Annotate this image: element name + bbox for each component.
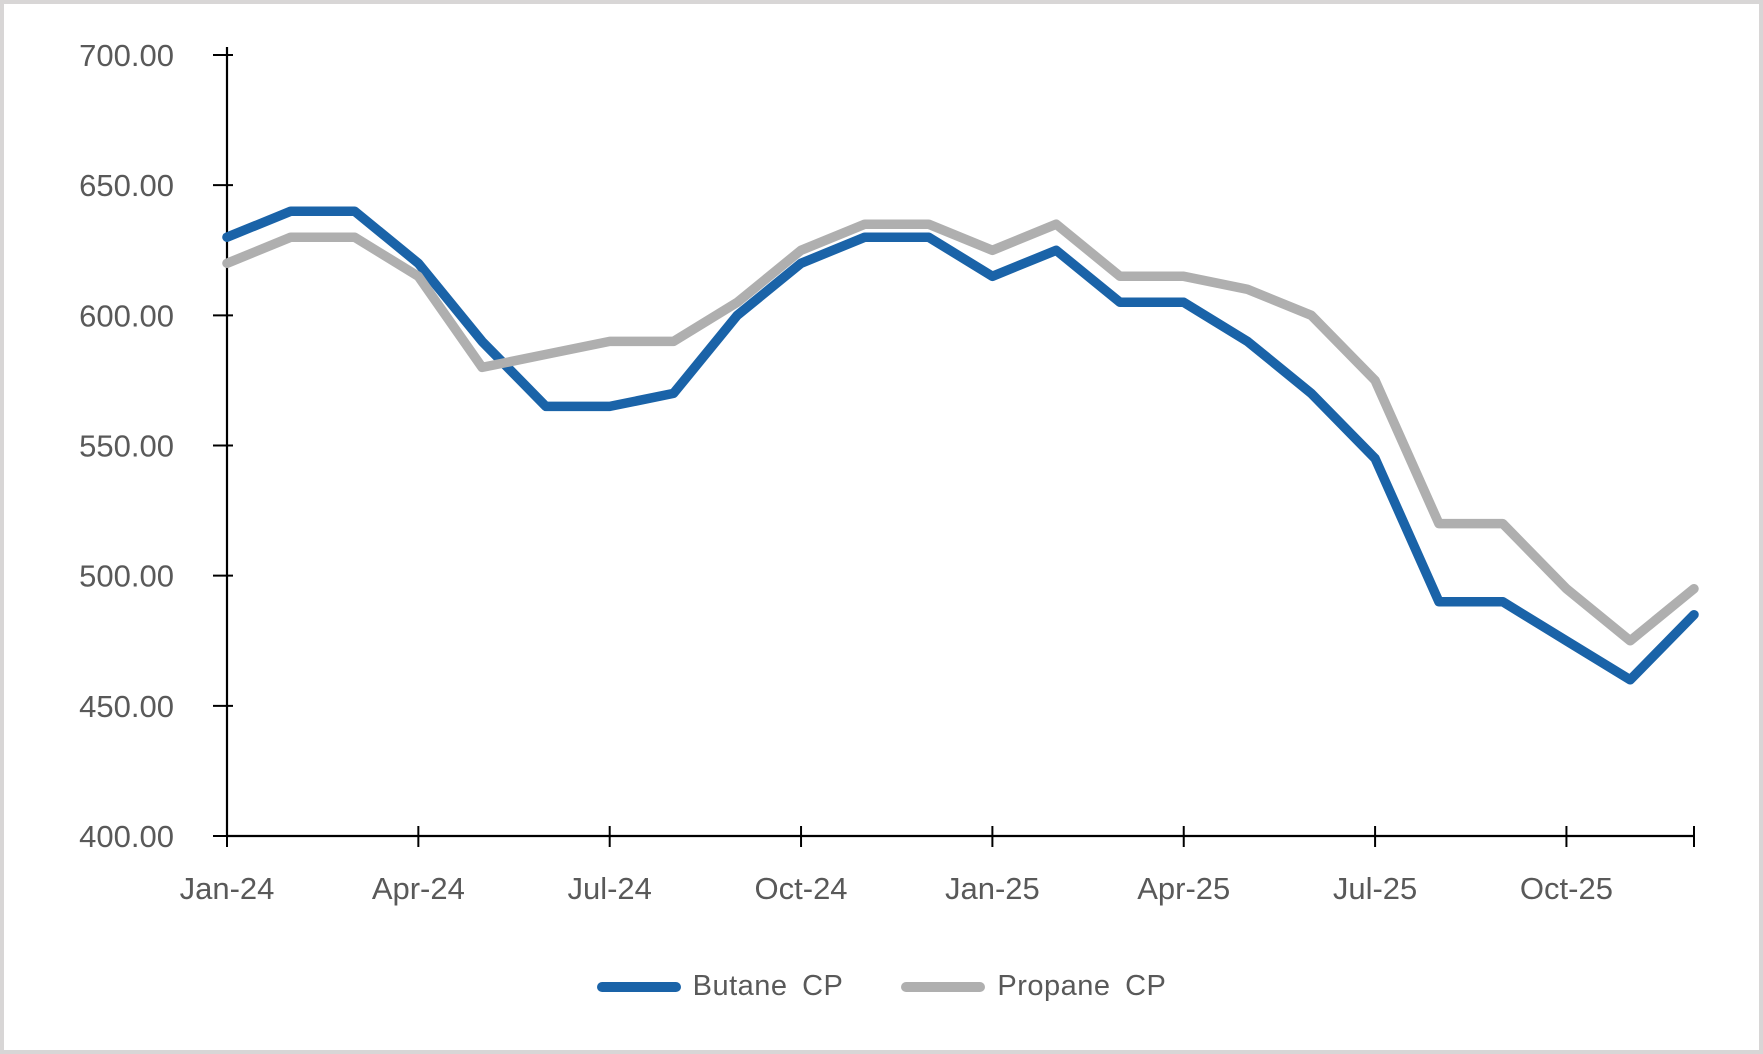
y-axis-label: 500.00 — [79, 559, 174, 594]
legend-item-butane[interactable]: Butane CP — [596, 970, 844, 1003]
series-line-butane-cp[interactable] — [222, 206, 1699, 685]
y-axis-label: 550.00 — [79, 429, 174, 464]
x-axis-label: Oct-24 — [755, 871, 848, 906]
legend-item-propane[interactable]: Propane CP — [901, 970, 1166, 1003]
x-axis-label: Apr-25 — [1137, 871, 1230, 906]
x-axis-label: Jul-24 — [567, 871, 651, 906]
legend-label-butane: Butane CP — [692, 970, 844, 1002]
x-axis-label: Jul-25 — [1333, 871, 1417, 906]
propane-line-swatch — [901, 981, 986, 992]
line-chart: 700.00 650.00 600.00 550.00 500.00 450.00 400.… — [79, 38, 1699, 906]
y-axis-label: 400.00 — [79, 819, 174, 854]
butane-line-swatch — [596, 981, 681, 992]
x-axis-label: Oct-25 — [1520, 871, 1613, 906]
y-axis-label: 700.00 — [79, 38, 174, 73]
y-axis-label: 650.00 — [79, 168, 174, 203]
series-line-propane-cp[interactable] — [222, 219, 1699, 646]
x-axis-label: Apr-24 — [372, 871, 465, 906]
x-axis-label: Jan-25 — [945, 871, 1040, 906]
y-axis-label: 600.00 — [79, 298, 174, 333]
legend-label-propane: Propane CP — [997, 970, 1167, 1002]
x-axis-label: Jan-24 — [180, 871, 275, 906]
y-axis-label: 450.00 — [79, 689, 174, 724]
legend: Butane CP Propane CP — [4, 970, 1759, 1003]
